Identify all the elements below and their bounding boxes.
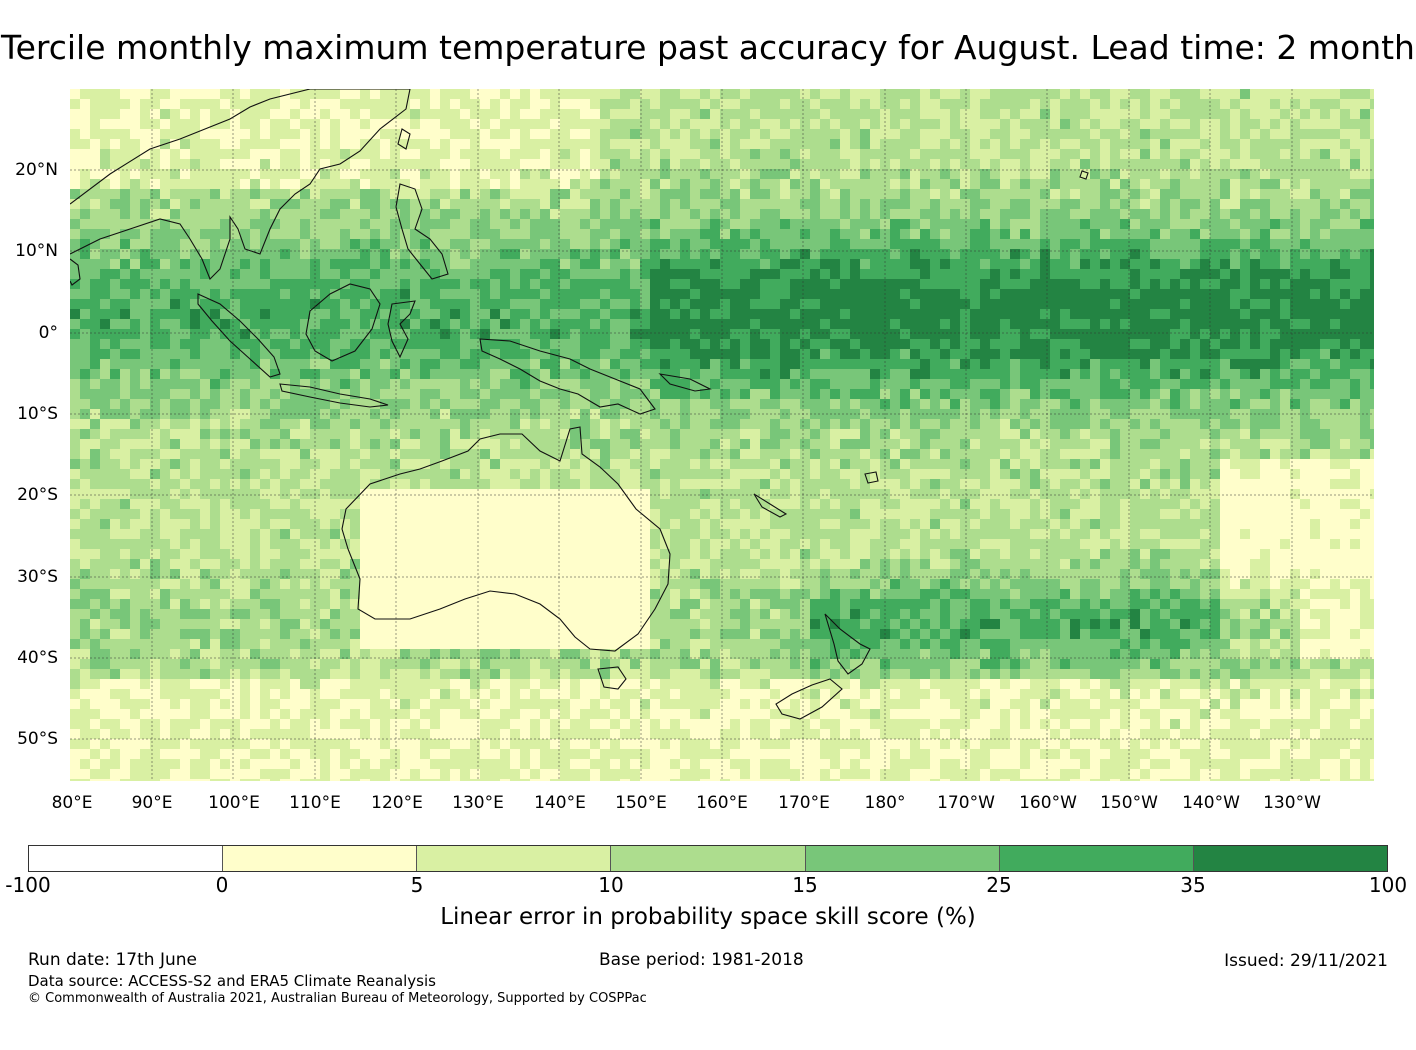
lon-label-150w: 150°W [1100,793,1158,813]
graticule [70,89,1374,781]
skill-score-grid [70,89,1374,781]
colorbar-tick: 0 [215,873,229,897]
lat-label-20n: 20°N [15,160,58,180]
colorbar-segment-2 [223,846,418,871]
lon-label-160w: 160°W [1019,793,1077,813]
sumatra-outline [197,293,281,378]
colorbar-tick: -100 [5,873,51,897]
colorbar-tick: 15 [792,873,818,897]
colorbar-segment-4 [611,846,806,871]
java-outline [279,383,389,408]
copyright: © Commonwealth of Australia 2021, Austra… [28,991,647,1006]
lat-label-0: 0° [38,323,58,343]
borneo-outline [305,283,381,362]
lon-label-150e: 150°E [615,793,667,813]
coastlines [70,89,1089,720]
skill-score-map [70,89,1374,781]
fiji-outline [864,471,879,484]
lon-label-170e: 170°E [778,793,830,813]
base-period: Base period: 1981-2018 [599,950,804,970]
lon-label-140w: 140°W [1182,793,1240,813]
lon-label-130e: 130°E [452,793,504,813]
hawaii-outline [1079,170,1089,180]
lat-label-10n: 10°N [15,241,58,261]
colorbar-segment-7 [1193,846,1387,871]
lat-label-10s: 10°S [17,404,58,424]
lat-label-50s: 50°S [17,729,58,749]
colorbar-tick: 5 [410,873,424,897]
colorbar-segment-3 [417,846,612,871]
lon-label-170w: 170°W [937,793,995,813]
colorbar-label: Linear error in probability space skill … [440,904,976,930]
new-guinea-outline [479,338,656,415]
colorbar-tick: 10 [598,873,624,897]
lon-label-140e: 140°E [534,793,586,813]
lat-label-20s: 20°S [17,485,58,505]
lat-label-40s: 40°S [17,648,58,668]
solomon-islands-outline [658,373,712,392]
issued-date: Issued: 29/11/2021 [1224,951,1388,971]
philippines-outline [395,183,449,280]
lon-label-100e: 100°E [208,793,260,813]
new-zealand-north [824,613,871,675]
colorbar-segment-6 [999,846,1194,871]
australia-outline [341,426,671,652]
colorbar-segment-1 [29,846,224,871]
lon-label-110e: 110°E [289,793,341,813]
lon-label-80e: 80°E [51,793,93,813]
colorbar [28,845,1388,872]
run-date: Run date: 17th June [28,950,197,970]
taiwan-outline [397,128,411,150]
new-zealand-south [775,678,843,720]
tasmania-outline [597,666,627,690]
colorbar-tick: 25 [986,873,1012,897]
map-title: Tercile monthly maximum temperature past… [1,28,1415,67]
colorbar-tick: 35 [1180,873,1206,897]
lon-label-160e: 160°E [696,793,748,813]
lon-label-120e: 120°E [371,793,423,813]
sulawesi-outline [387,300,416,359]
lon-label-90e: 90°E [131,793,173,813]
lon-label-180: 180° [864,793,906,813]
se-asia-outline [70,89,411,280]
new-caledonia-outline [753,493,788,518]
data-source: Data source: ACCESS-S2 and ERA5 Climate … [28,972,436,990]
colorbar-segment-5 [805,846,1000,871]
colorbar-tick: 100 [1368,873,1408,897]
lat-label-30s: 30°S [17,567,58,587]
sri-lanka-outline [70,258,81,286]
lon-label-130w: 130°W [1263,793,1321,813]
